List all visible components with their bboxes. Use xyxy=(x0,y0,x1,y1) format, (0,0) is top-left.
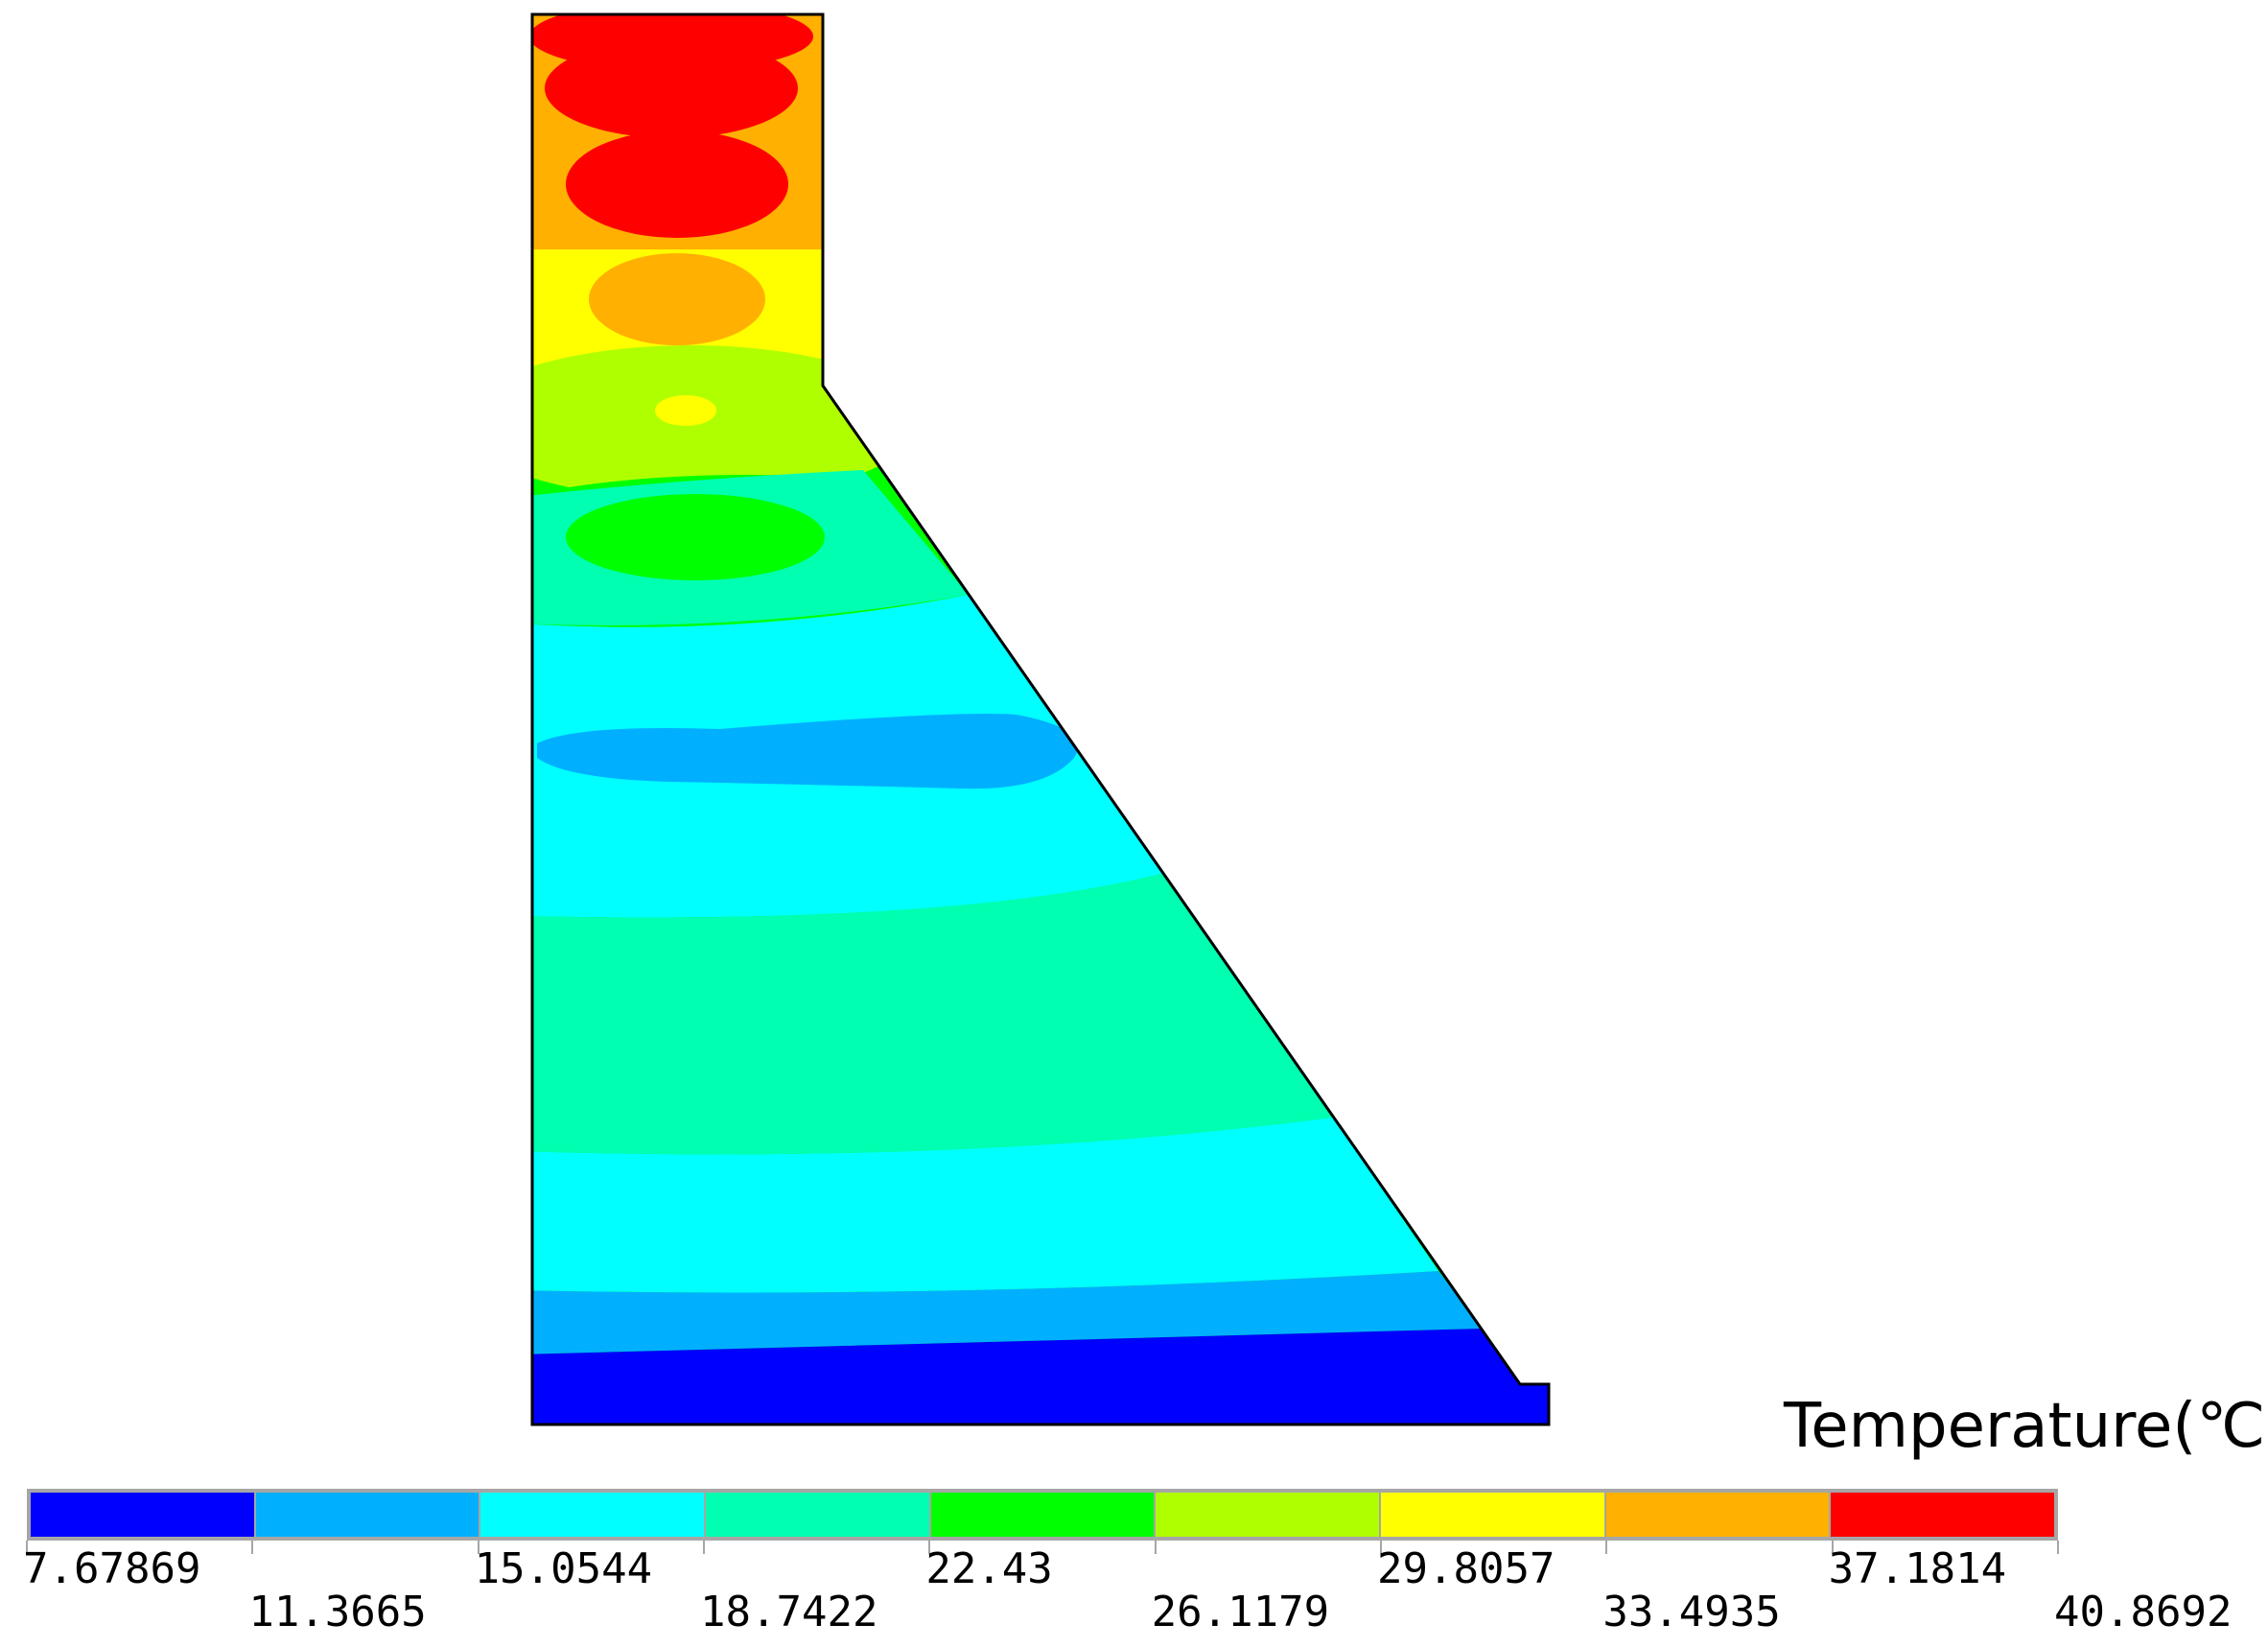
dam-outline xyxy=(530,12,1551,1426)
legend-title: Temperature(℃) xyxy=(1784,1391,2268,1462)
legend-band-8 xyxy=(1831,1493,2055,1537)
color-legend-bar xyxy=(27,1489,2058,1541)
legend-band-6 xyxy=(1381,1493,1606,1537)
hot-spot-red-3 xyxy=(566,130,788,238)
legend-band-5 xyxy=(1156,1493,1382,1537)
legend-band-7 xyxy=(1605,1493,1832,1537)
legend-band-0 xyxy=(31,1493,256,1537)
hot-spot-orange xyxy=(589,253,765,345)
legend-band-1 xyxy=(255,1493,481,1537)
legend-band-2 xyxy=(480,1493,707,1537)
band-lightblue-lower xyxy=(532,1271,1482,1354)
hot-spot-red-1 xyxy=(532,14,813,71)
band-yellow-spot xyxy=(655,395,716,426)
band-cyan-lower xyxy=(532,1118,1438,1293)
legend-band-4 xyxy=(930,1493,1157,1537)
band-seafoam-lower xyxy=(532,873,1333,1155)
band-lightblue-middle xyxy=(537,714,1078,789)
legend-band-3 xyxy=(706,1493,931,1537)
band-blue-bottom xyxy=(532,1329,1549,1424)
band-green-spot xyxy=(566,494,825,580)
